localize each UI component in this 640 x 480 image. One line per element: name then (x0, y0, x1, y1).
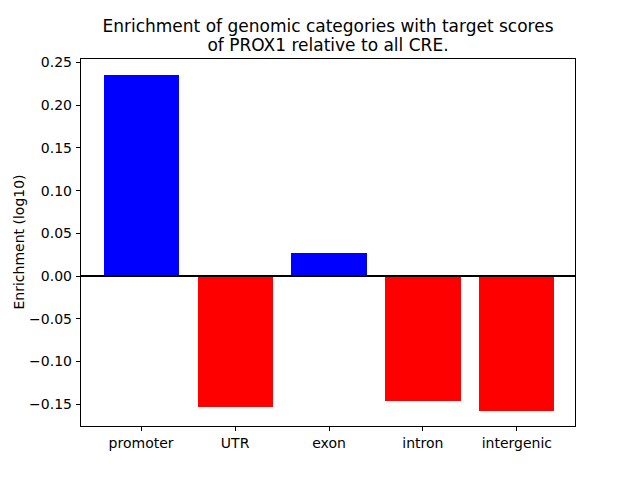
bar-promoter (104, 75, 179, 276)
y-tick-mark (76, 62, 80, 63)
y-tick-mark (76, 361, 80, 362)
y-tick-mark (76, 190, 80, 191)
x-tick-mark (141, 427, 142, 431)
plot-area: 0.250.200.150.100.050.00−0.05−0.10−0.15p… (80, 58, 576, 427)
y-tick-mark (76, 147, 80, 148)
figure: Enrichment of genomic categories with ta… (0, 0, 640, 480)
y-tick-label: 0.10 (2, 182, 72, 200)
y-tick-label: 0.25 (2, 53, 72, 71)
bar-exon (291, 253, 366, 276)
y-tick-label: −0.10 (2, 352, 72, 370)
bar-UTR (198, 276, 273, 407)
y-tick-mark (76, 404, 80, 405)
bar-intergenic (479, 276, 554, 411)
y-tick-mark (76, 276, 80, 277)
chart-title-line1: Enrichment of genomic categories with ta… (80, 17, 576, 36)
chart-title-line2: of PROX1 relative to all CRE. (80, 36, 576, 55)
x-tick-label-intergenic: intergenic (457, 434, 577, 452)
chart-title: Enrichment of genomic categories with ta… (80, 17, 576, 55)
y-tick-label: 0.05 (2, 224, 72, 242)
x-tick-mark (235, 427, 236, 431)
y-tick-mark (76, 105, 80, 106)
y-tick-label: 0.00 (2, 267, 72, 285)
x-tick-mark (422, 427, 423, 431)
y-tick-mark (76, 318, 80, 319)
x-tick-mark (329, 427, 330, 431)
x-tick-mark (516, 427, 517, 431)
bar-intron (385, 276, 460, 401)
y-tick-label: −0.15 (2, 395, 72, 413)
y-tick-label: 0.20 (2, 96, 72, 114)
y-tick-label: −0.05 (2, 310, 72, 328)
y-tick-label: 0.15 (2, 139, 72, 157)
zero-baseline (81, 275, 575, 277)
y-tick-mark (76, 233, 80, 234)
